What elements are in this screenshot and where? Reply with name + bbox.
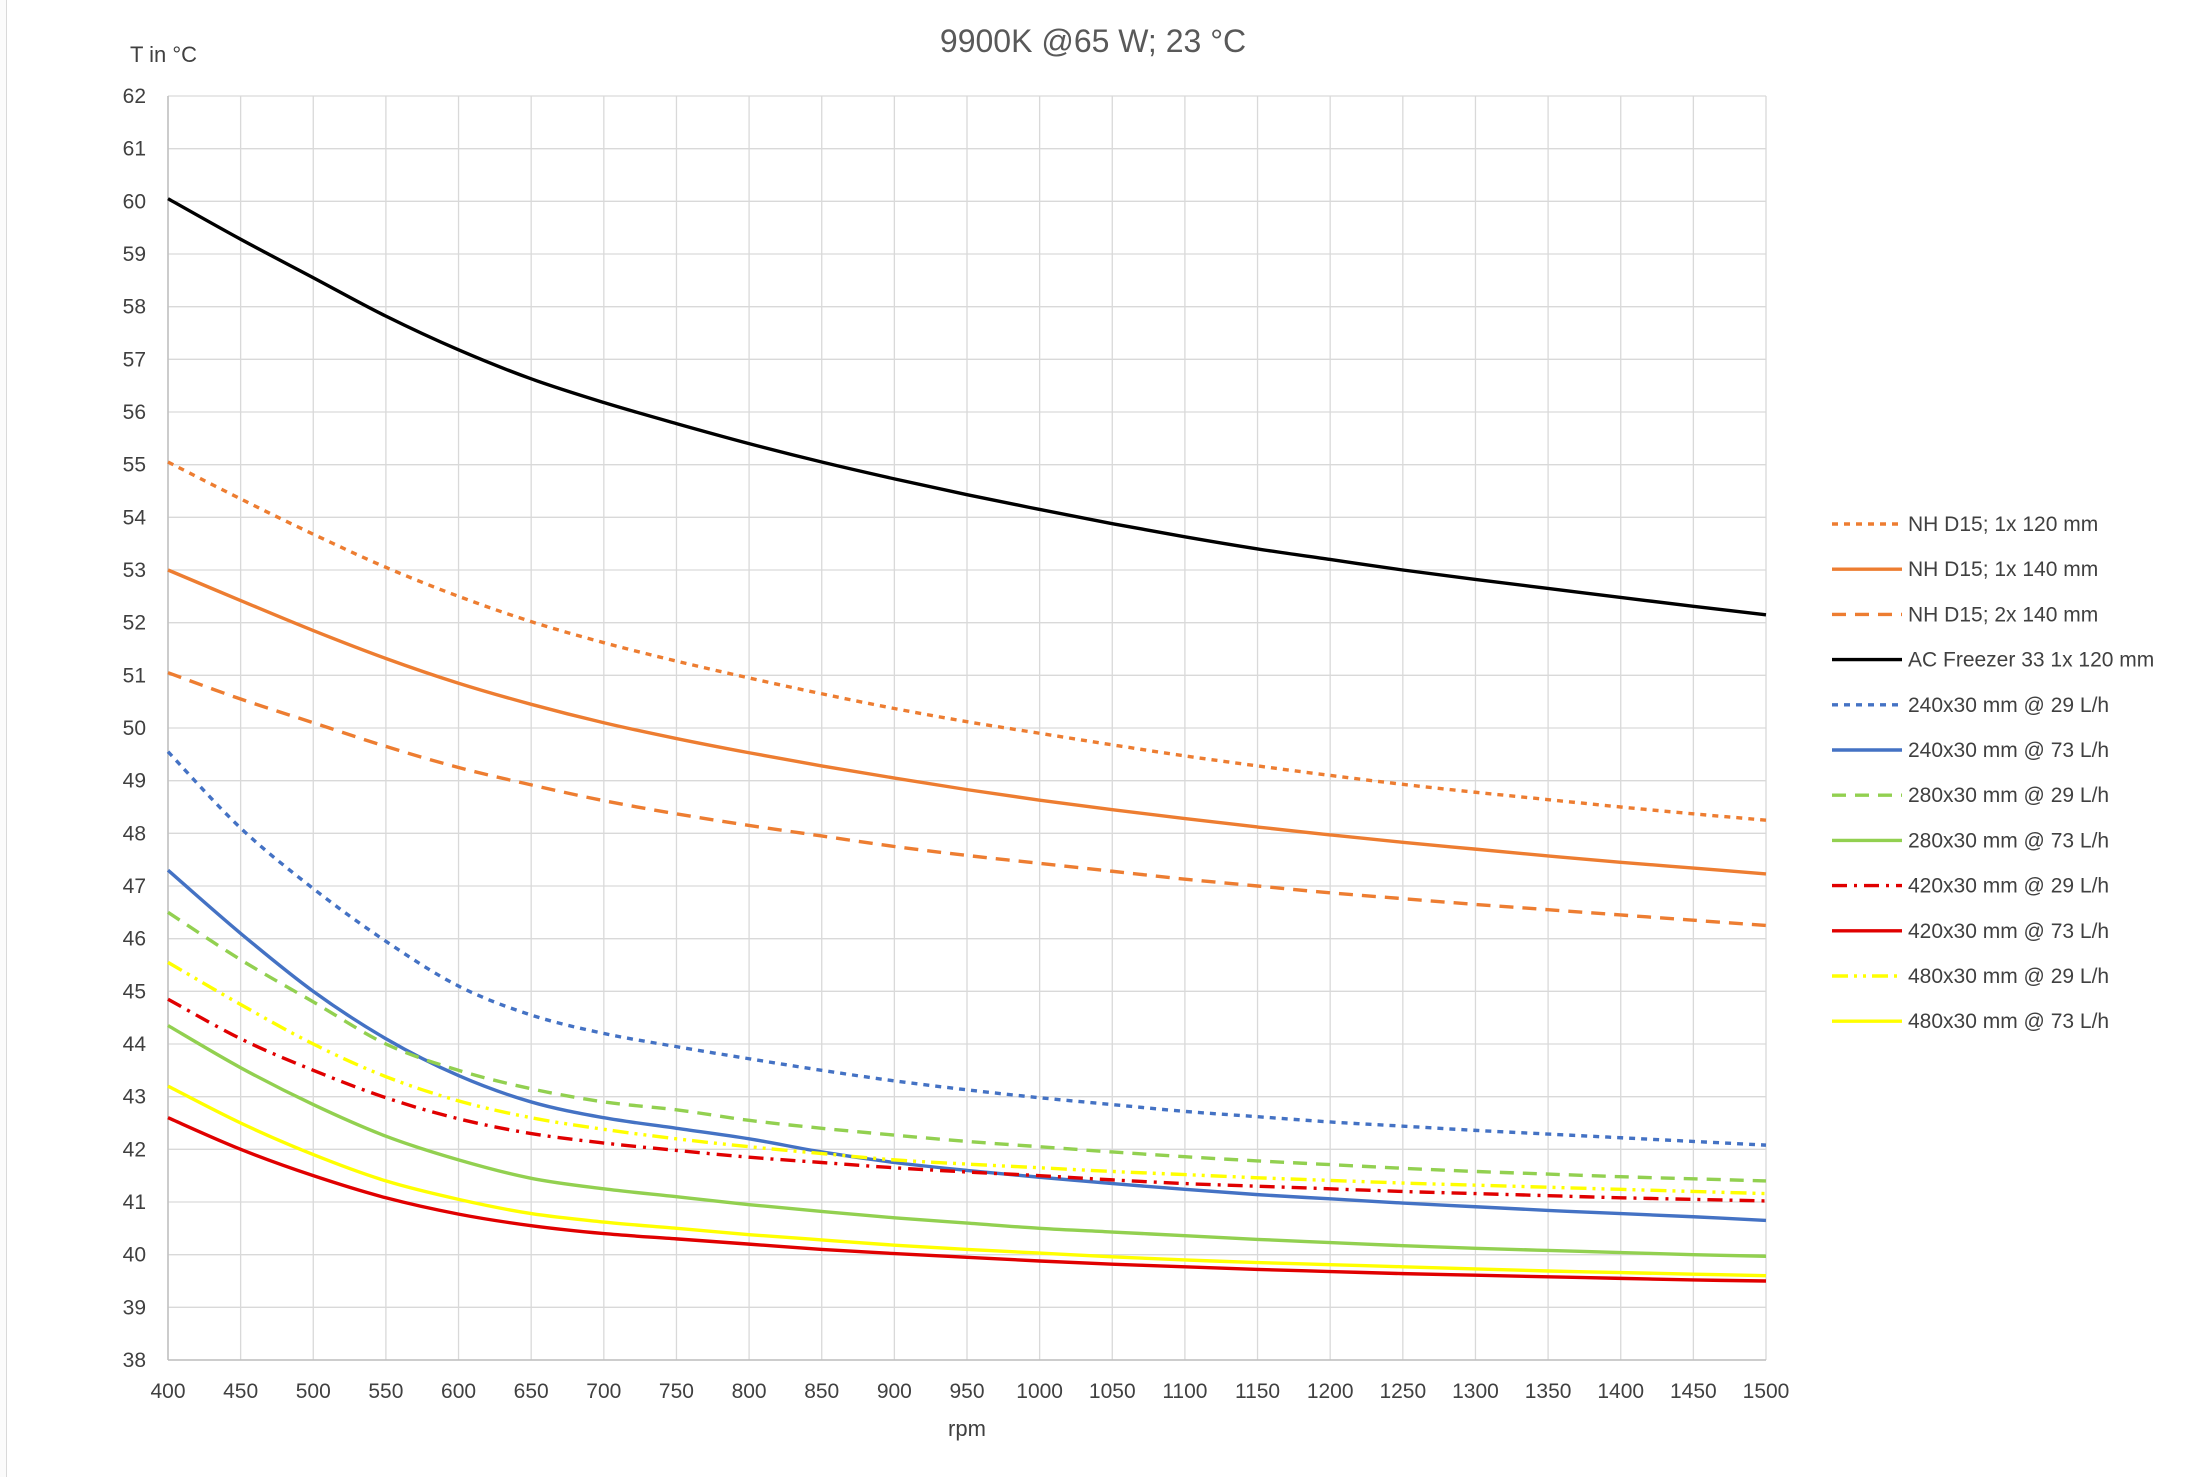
y-tick-label: 61 — [123, 138, 146, 161]
x-tick-label: 900 — [877, 1380, 912, 1403]
y-tick-label: 54 — [123, 506, 147, 529]
x-tick-label: 1350 — [1525, 1380, 1572, 1403]
x-tick-label: 1300 — [1452, 1380, 1499, 1403]
y-tick-label: 47 — [123, 875, 146, 898]
x-tick-label: 1100 — [1162, 1380, 1207, 1403]
x-tick-label: 750 — [659, 1380, 694, 1403]
window-left-edge — [0, 0, 7, 1477]
x-tick-label: 500 — [296, 1380, 331, 1403]
legend-entry: 280x30 mm @ 29 L/h — [1908, 784, 2109, 807]
legend-entry: NH D15; 2x 140 mm — [1908, 603, 2098, 626]
y-tick-label: 49 — [123, 770, 146, 793]
y-tick-labels: 38 39 40 41 42 43 44 45 46 47 48 49 50 51 52 53 54 55 56 57… — [123, 85, 147, 1372]
y-tick-label: 43 — [123, 1086, 146, 1109]
y-tick-label: 51 — [123, 664, 146, 687]
legend: NH D15; 1x 120 mm NH D15; 1x 140 mm NH D15… — [1832, 513, 2154, 1033]
y-tick-label: 42 — [123, 1138, 146, 1161]
x-axis-label: rpm — [948, 1416, 986, 1441]
y-tick-label: 41 — [123, 1191, 146, 1214]
series-line-ac-freezer-33-1x-120-mm — [167, 197, 1767, 617]
x-tick-label: 800 — [732, 1380, 767, 1403]
x-tick-label: 1400 — [1597, 1380, 1644, 1403]
series-line-nh-d15-1x-120-mm — [167, 460, 1767, 822]
y-tick-label: 48 — [123, 822, 146, 845]
x-tick-label: 950 — [949, 1380, 984, 1403]
x-tick-label: 1450 — [1670, 1380, 1717, 1403]
y-tick-label: 50 — [123, 717, 146, 740]
axes — [167, 96, 1766, 1361]
x-tick-label: 1150 — [1235, 1380, 1280, 1403]
x-tick-labels: 400 450 500 550 600 650 700 750 800 850 900 950 1000… — [150, 1380, 1789, 1403]
series-line-480x30-mm-29-l-h — [167, 960, 1767, 1196]
y-tick-label: 62 — [123, 85, 146, 108]
legend-entry: AC Freezer 33 1x 120 mm — [1908, 649, 2154, 672]
y-tick-label: 60 — [123, 190, 146, 213]
legend-entry: 480x30 mm @ 29 L/h — [1908, 965, 2109, 988]
y-tick-label: 40 — [123, 1244, 146, 1267]
x-tick-label: 1000 — [1016, 1380, 1063, 1403]
x-tick-label: 850 — [804, 1380, 839, 1403]
legend-entry: 420x30 mm @ 29 L/h — [1908, 875, 2109, 898]
chart-title: 9900K @65 W; 23 °C — [940, 23, 1246, 59]
series-line-280x30-mm-73-l-h — [167, 1024, 1767, 1258]
series-lines — [166, 197, 1767, 1283]
y-tick-label: 56 — [123, 401, 146, 424]
y-tick-label: 58 — [123, 296, 146, 319]
series-line-nh-d15-1x-140-mm — [167, 568, 1767, 876]
x-tick-label: 450 — [223, 1380, 258, 1403]
y-tick-label: 57 — [123, 348, 146, 371]
y-tick-label: 38 — [123, 1349, 146, 1372]
y-tick-label: 53 — [123, 559, 146, 582]
x-tick-label: 1200 — [1307, 1380, 1354, 1403]
series-line-420x30-mm-29-l-h — [167, 997, 1767, 1203]
x-tick-label: 600 — [441, 1380, 476, 1403]
y-tick-label: 55 — [123, 454, 146, 477]
x-tick-label: 550 — [368, 1380, 403, 1403]
series-line-nh-d15-2x-140-mm — [167, 671, 1767, 928]
x-tick-label: 1250 — [1379, 1380, 1426, 1403]
x-tick-label: 400 — [150, 1380, 185, 1403]
x-tick-label: 700 — [586, 1380, 621, 1403]
legend-entry: 280x30 mm @ 73 L/h — [1908, 829, 2109, 852]
legend-entry: NH D15; 1x 140 mm — [1908, 558, 2098, 581]
x-tick-label: 650 — [514, 1380, 549, 1403]
legend-entry: 240x30 mm @ 73 L/h — [1908, 739, 2109, 762]
y-tick-label: 46 — [123, 928, 146, 951]
series-line-280x30-mm-29-l-h — [167, 910, 1767, 1183]
y-axis-label: T in °C — [130, 42, 197, 67]
series-line-240x30-mm-29-l-h — [166, 750, 1767, 1147]
y-tick-label: 52 — [123, 612, 146, 635]
legend-entry: 480x30 mm @ 73 L/h — [1908, 1010, 2109, 1033]
y-tick-label: 45 — [123, 980, 146, 1003]
series-line-420x30-mm-73-l-h — [167, 1116, 1767, 1283]
legend-entry: 420x30 mm @ 73 L/h — [1908, 920, 2109, 943]
legend-entry: 240x30 mm @ 29 L/h — [1908, 694, 2109, 717]
series-line-480x30-mm-73-l-h — [167, 1084, 1767, 1278]
x-tick-label: 1050 — [1089, 1380, 1136, 1403]
legend-entry: NH D15; 1x 120 mm — [1908, 513, 2098, 536]
y-tick-label: 39 — [123, 1296, 146, 1319]
x-tick-label: 1500 — [1743, 1380, 1790, 1403]
y-tick-label: 59 — [123, 243, 146, 266]
y-tick-label: 44 — [123, 1033, 147, 1056]
